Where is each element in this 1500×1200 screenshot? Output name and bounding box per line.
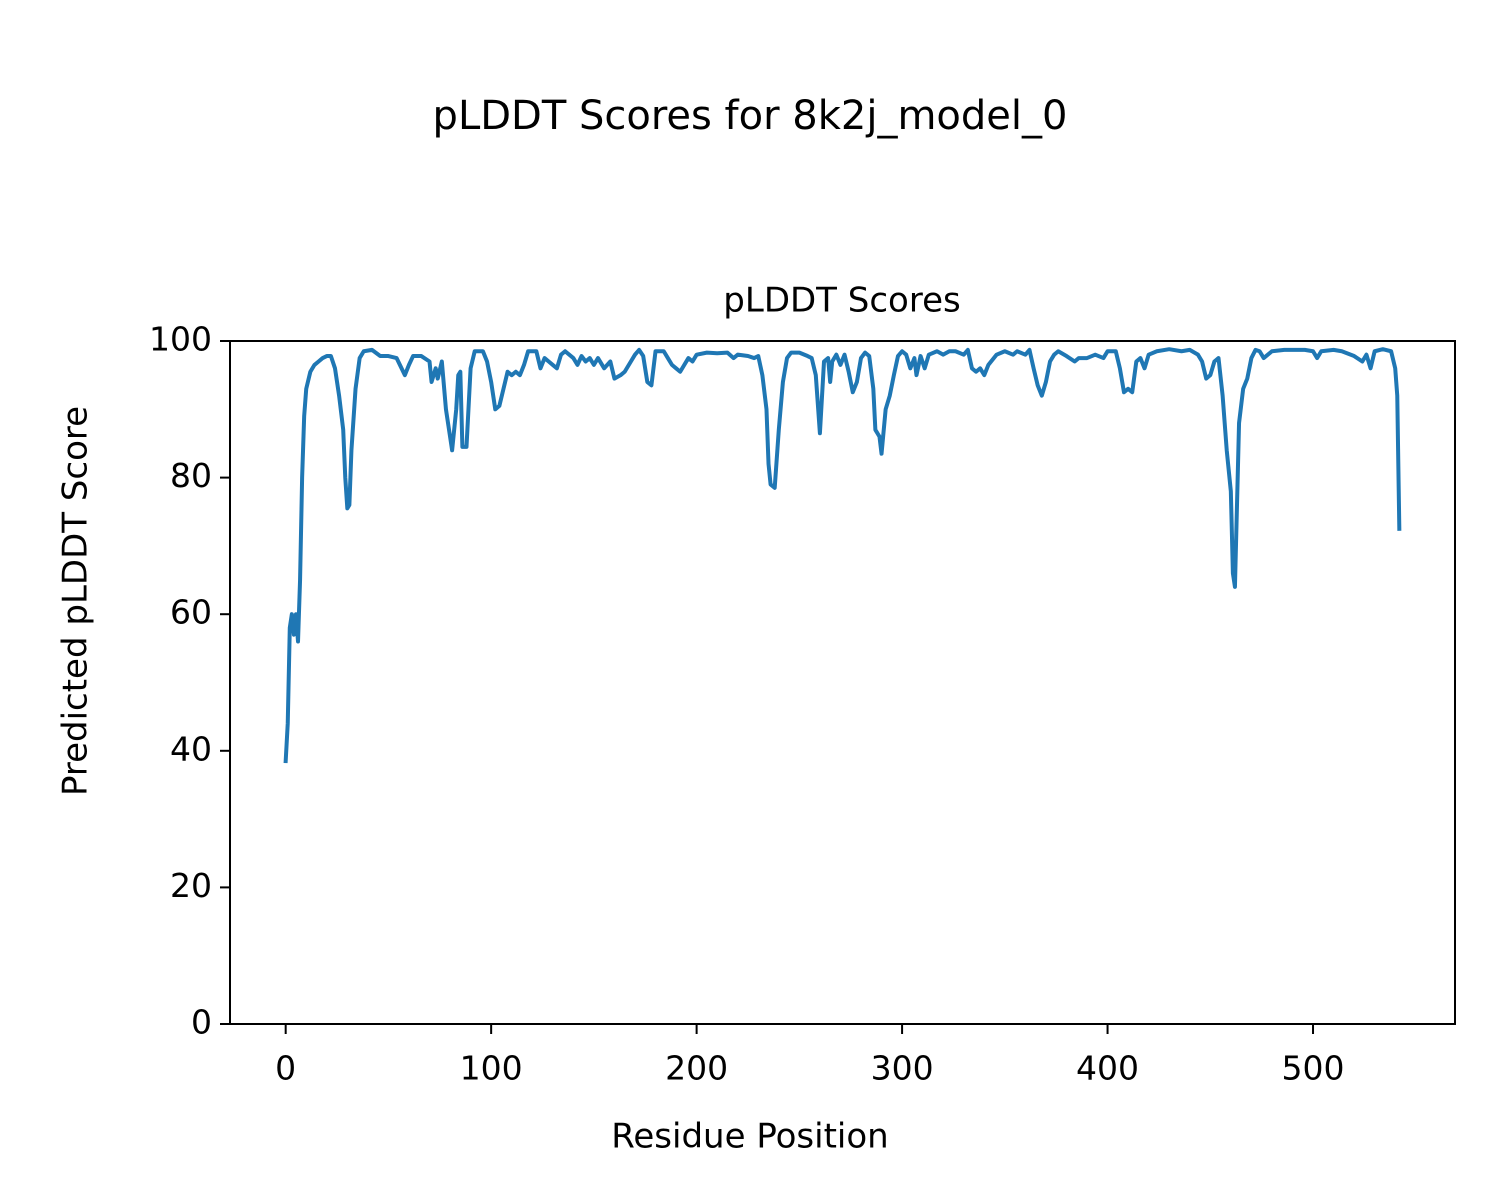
score-line: [283, 347, 1402, 764]
y-tick-label: 80: [170, 456, 212, 495]
axes-title: pLDDT Scores: [723, 281, 960, 321]
x-tick-label: 100: [460, 1049, 523, 1088]
y-tick-label: 20: [170, 866, 212, 905]
y-tick-label: 40: [170, 729, 212, 768]
x-tick-label: 300: [871, 1049, 934, 1088]
x-tick-label: 400: [1076, 1049, 1139, 1088]
chart-title: pLDDT Scores for 8k2j_model_0: [433, 93, 1068, 139]
x-tick-label: 500: [1282, 1049, 1345, 1088]
y-tick-label: 100: [149, 320, 212, 359]
x-axis-label: Residue Position: [611, 1117, 888, 1157]
axes-frame: [229, 340, 1456, 1025]
y-axis-label: Predicted pLDDT Score: [56, 406, 96, 796]
x-tick-label: 200: [665, 1049, 728, 1088]
y-tick-label: 0: [191, 1003, 212, 1042]
y-tick-label: 60: [170, 593, 212, 632]
x-tick-label: 0: [275, 1049, 296, 1088]
